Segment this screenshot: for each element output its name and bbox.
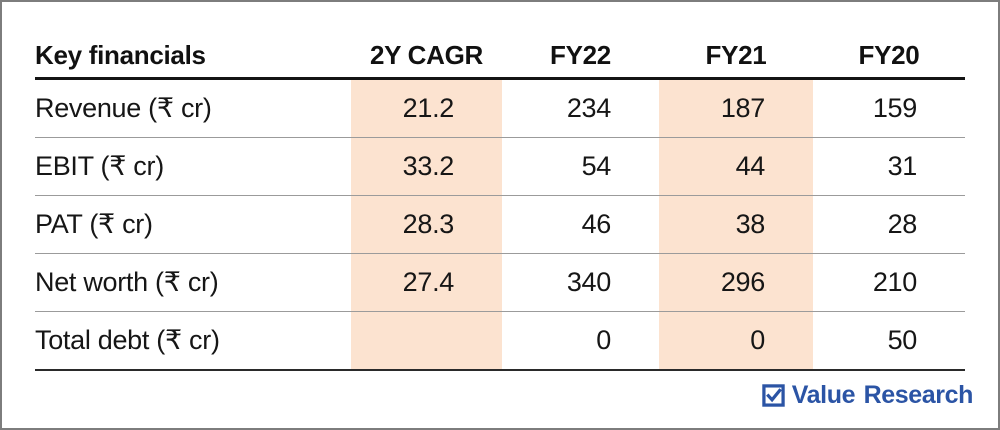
row-label: Total debt (₹ cr) <box>35 311 351 371</box>
table-header-row: Key financials 2Y CAGR FY22 FY21 FY20 <box>35 33 965 80</box>
table-cell: 187 <box>659 78 813 138</box>
table-cell: 0 <box>659 311 813 371</box>
table-row-total-debt: Total debt (₹ cr) 0 0 50 <box>35 311 965 371</box>
table-cell: 28.3 <box>351 195 502 254</box>
table-row-pat: PAT (₹ cr) 28.3 46 38 28 <box>35 195 965 254</box>
value-research-logo[interactable]: Value Research <box>762 381 973 410</box>
row-label: Revenue (₹ cr) <box>35 78 351 138</box>
table-cell: 33.2 <box>351 137 502 196</box>
table-cell: 234 <box>502 78 659 138</box>
table-cell: 38 <box>659 195 813 254</box>
table-row-revenue: Revenue (₹ cr) 21.2 234 187 159 <box>35 78 965 138</box>
checked-box-icon <box>762 384 785 407</box>
table-cell: 340 <box>502 253 659 312</box>
header-2y-cagr: 2Y CAGR <box>351 33 502 80</box>
row-label: EBIT (₹ cr) <box>35 137 351 196</box>
table-cell: 159 <box>813 78 965 138</box>
table-cell: 46 <box>502 195 659 254</box>
table-cell: 50 <box>813 311 965 371</box>
table-cell: 21.2 <box>351 78 502 138</box>
table-row-net-worth: Net worth (₹ cr) 27.4 340 296 210 <box>35 253 965 312</box>
header-fy22: FY22 <box>502 33 659 80</box>
table-cell: 210 <box>813 253 965 312</box>
table-cell: 27.4 <box>351 253 502 312</box>
row-label: PAT (₹ cr) <box>35 195 351 254</box>
table-cell: 0 <box>502 311 659 371</box>
table-cell: 31 <box>813 137 965 196</box>
row-label: Net worth (₹ cr) <box>35 253 351 312</box>
key-financials-table: Key financials 2Y CAGR FY22 FY21 FY20 Re… <box>35 33 965 371</box>
table-cell: 28 <box>813 195 965 254</box>
table-cell: 54 <box>502 137 659 196</box>
value-research-wordmark: Value Research <box>791 381 974 409</box>
table-cell <box>351 311 502 371</box>
header-fy21: FY21 <box>659 33 813 80</box>
table-row-ebit: EBIT (₹ cr) 33.2 54 44 31 <box>35 137 965 196</box>
header-fy20: FY20 <box>813 33 965 80</box>
table-cell: 44 <box>659 137 813 196</box>
header-key-financials: Key financials <box>35 33 351 80</box>
table-cell: 296 <box>659 253 813 312</box>
